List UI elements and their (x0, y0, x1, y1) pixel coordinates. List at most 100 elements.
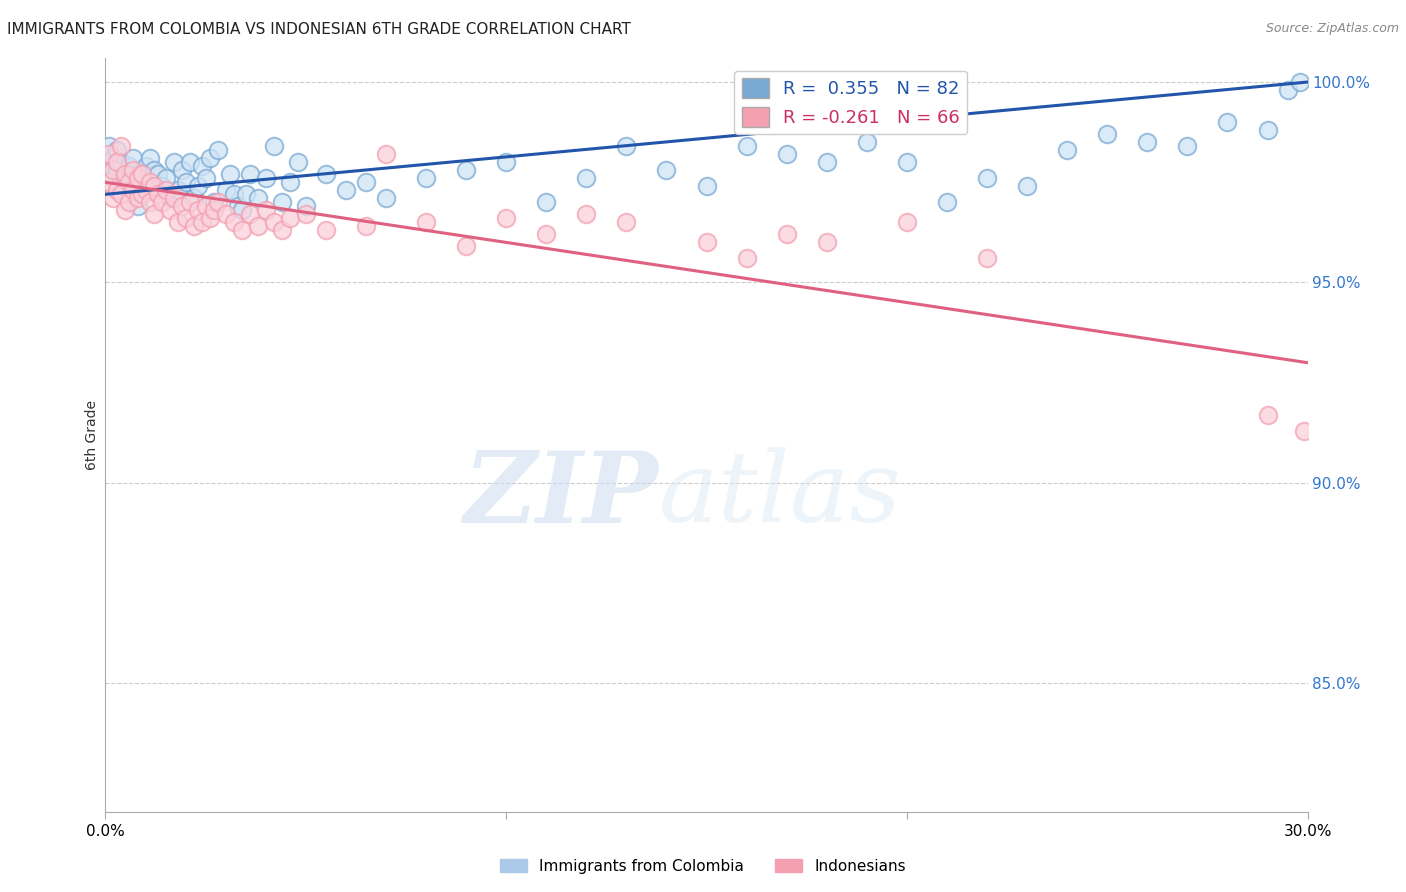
Point (495, 211, 517, 226)
Point (118, 195, 141, 210)
Point (1292, 424, 1315, 438)
Point (194, 199, 217, 213)
Point (263, 139, 285, 153)
Point (415, 215, 437, 229)
Point (190, 159, 212, 173)
Point (246, 219, 269, 234)
Point (127, 199, 149, 213)
Point (131, 167, 153, 181)
Point (1017, 179, 1039, 194)
Point (146, 187, 169, 202)
Point (616, 215, 638, 229)
Point (354, 219, 377, 234)
Point (776, 227, 799, 242)
Point (142, 207, 165, 221)
Point (114, 203, 136, 218)
Point (575, 207, 598, 221)
Point (183, 191, 205, 205)
Point (231, 203, 253, 218)
Text: Source: ZipAtlas.com: Source: ZipAtlas.com (1265, 22, 1399, 36)
Point (222, 215, 245, 229)
Point (696, 235, 718, 250)
Point (214, 183, 236, 197)
Point (118, 159, 141, 173)
Point (103, 171, 125, 186)
Point (187, 203, 209, 218)
Point (150, 179, 173, 194)
Point (239, 207, 262, 221)
Legend: Immigrants from Colombia, Indonesians: Immigrants from Colombia, Indonesians (494, 853, 912, 880)
Point (207, 195, 229, 210)
Point (135, 183, 157, 197)
Point (174, 211, 197, 226)
Point (896, 155, 918, 169)
Point (976, 252, 998, 266)
Point (214, 207, 236, 221)
Point (170, 199, 193, 213)
Point (142, 183, 165, 197)
Point (222, 187, 245, 202)
Point (295, 199, 318, 213)
Point (122, 183, 145, 197)
Point (166, 215, 188, 229)
Point (1257, 123, 1279, 137)
Point (454, 239, 477, 253)
Point (218, 167, 240, 181)
Point (278, 211, 301, 226)
Point (534, 227, 557, 242)
Point (374, 191, 398, 205)
Point (135, 159, 157, 173)
Point (231, 223, 253, 237)
Point (374, 147, 398, 161)
Point (131, 187, 153, 202)
Point (239, 167, 262, 181)
Point (114, 167, 136, 181)
Point (118, 179, 141, 194)
Text: atlas: atlas (658, 448, 901, 543)
Point (454, 163, 477, 178)
Point (138, 175, 160, 189)
Point (575, 171, 598, 186)
Point (183, 219, 205, 234)
Point (179, 195, 201, 210)
Point (1288, 75, 1310, 89)
Point (1257, 408, 1279, 422)
Point (855, 135, 877, 149)
Point (127, 179, 149, 194)
Point (162, 191, 184, 205)
Text: ZIP: ZIP (464, 447, 658, 543)
Point (270, 195, 292, 210)
Point (655, 163, 678, 178)
Point (295, 207, 318, 221)
Point (815, 235, 838, 250)
Point (495, 155, 517, 169)
Point (131, 187, 153, 202)
Point (122, 171, 145, 186)
Point (198, 211, 221, 226)
Point (98, 139, 121, 153)
Point (150, 195, 173, 210)
Point (107, 183, 129, 197)
Point (198, 151, 221, 165)
Point (936, 195, 959, 210)
Point (127, 171, 149, 186)
Point (235, 187, 257, 202)
Point (202, 203, 225, 218)
Point (142, 179, 165, 194)
Point (110, 175, 132, 189)
Point (354, 175, 377, 189)
Point (110, 187, 132, 202)
Point (107, 163, 129, 178)
Point (122, 163, 145, 178)
Point (735, 139, 758, 153)
Point (776, 147, 799, 161)
Point (190, 215, 212, 229)
Point (226, 199, 249, 213)
Point (110, 155, 132, 169)
Point (976, 171, 998, 186)
Point (170, 163, 193, 178)
Point (315, 223, 337, 237)
Point (1216, 115, 1239, 129)
Point (131, 167, 153, 181)
Point (254, 203, 277, 218)
